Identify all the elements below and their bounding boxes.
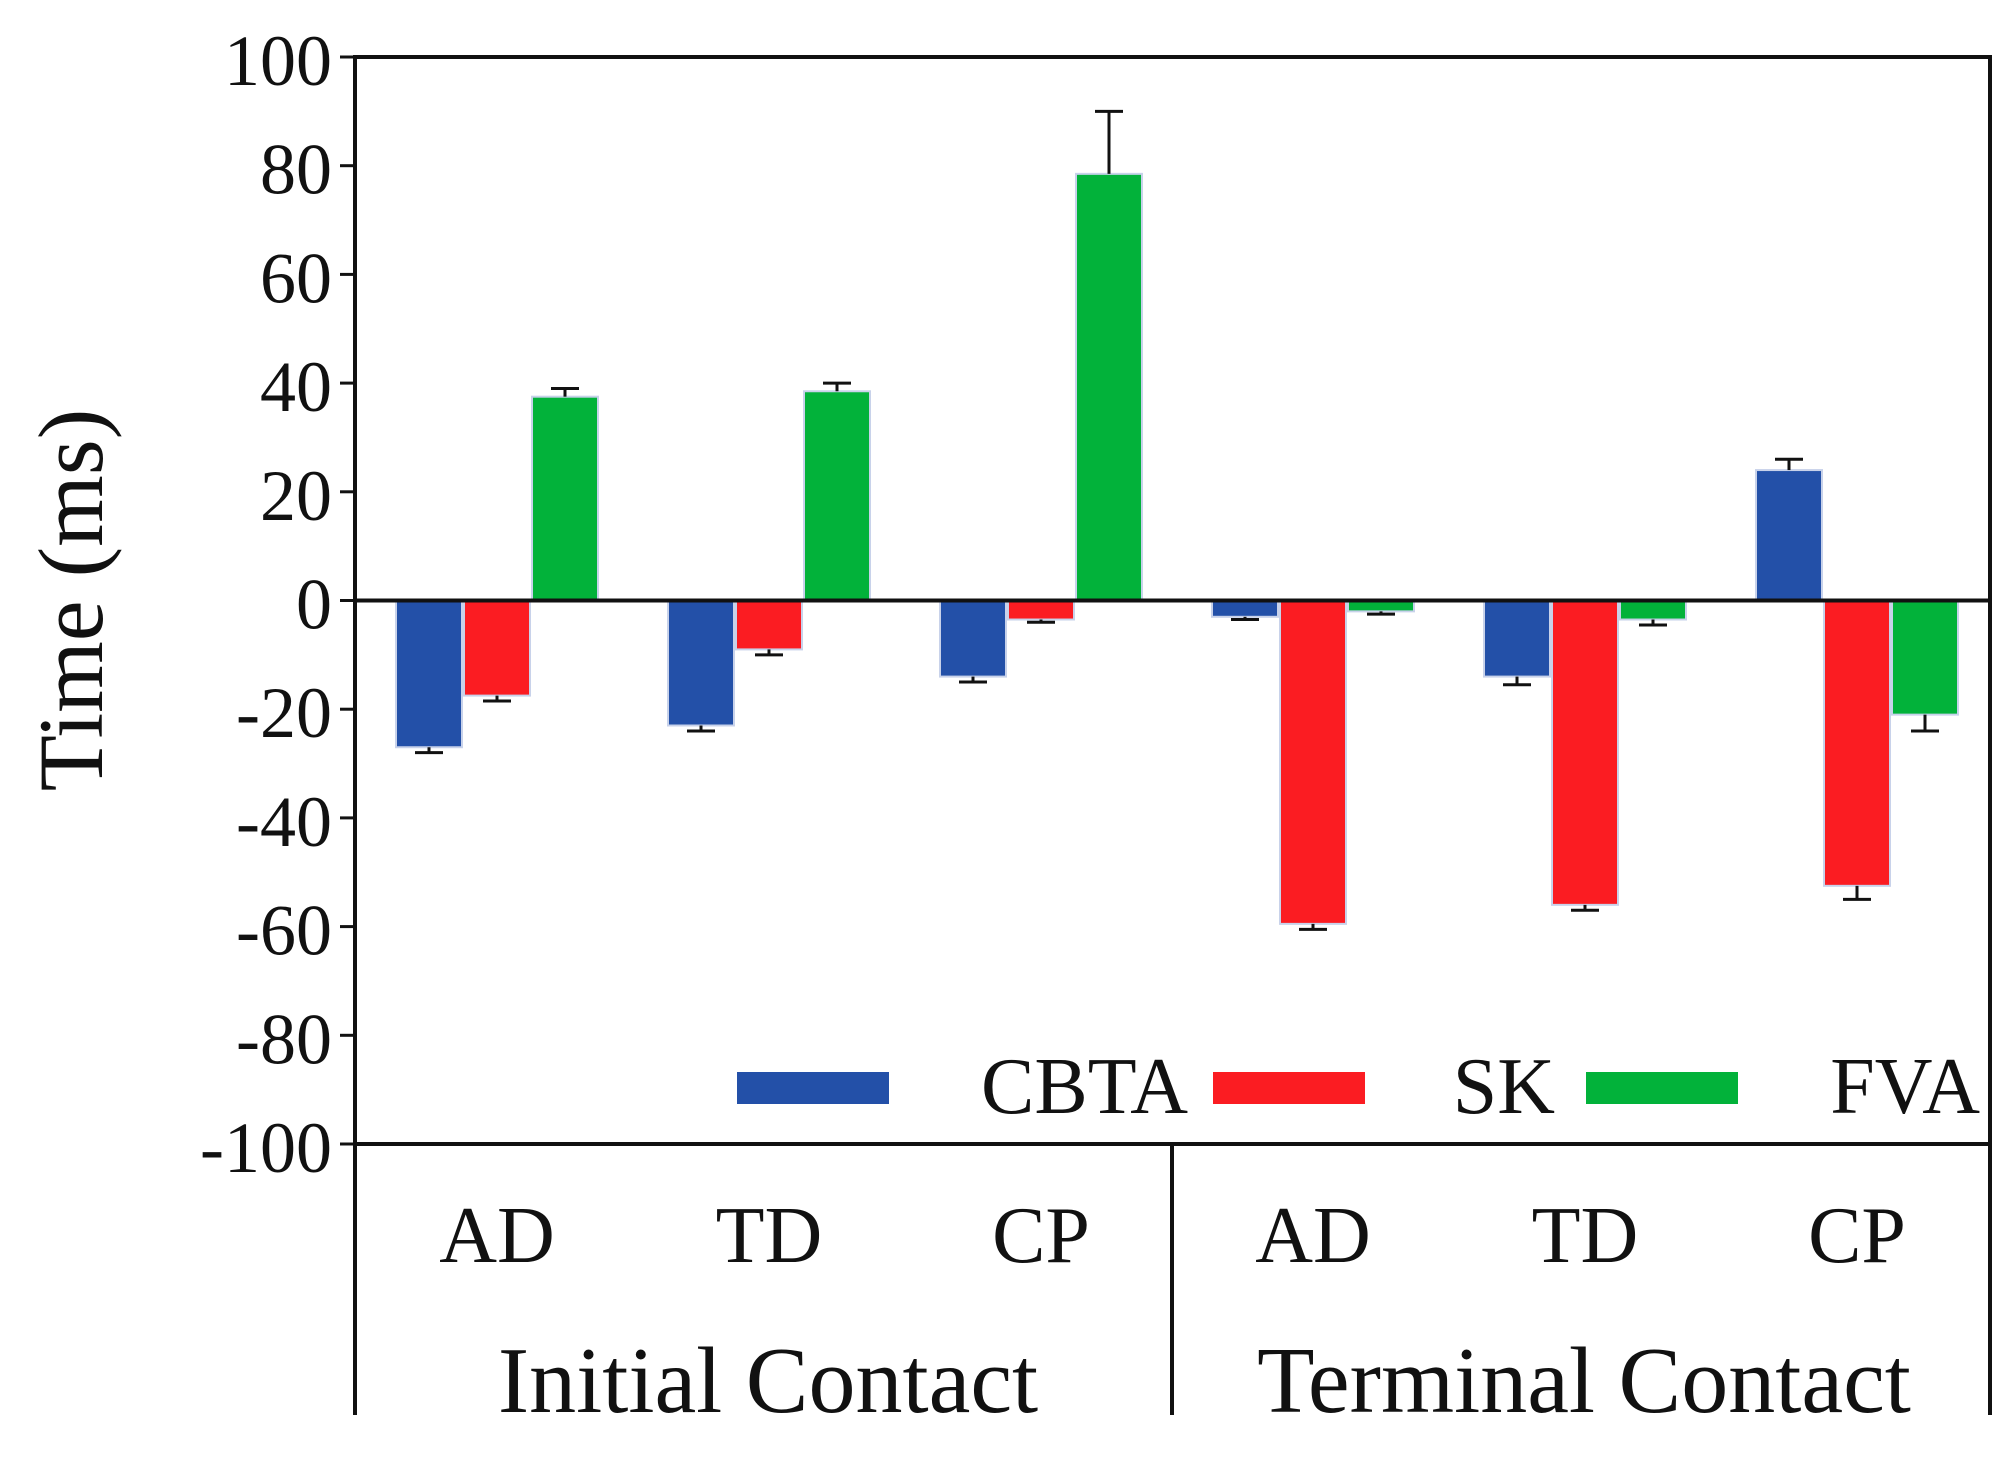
- y-tick-label: -80: [236, 999, 332, 1079]
- y-tick-label: 0: [296, 565, 332, 645]
- bar-cbta-2: [939, 599, 1007, 678]
- legend-swatch-cbta: [737, 1072, 889, 1104]
- bar-sk-1: [735, 599, 803, 651]
- y-tick-label: -20: [236, 673, 332, 753]
- y-tick-label: 60: [260, 238, 332, 318]
- bar-cbta-4: [1483, 599, 1551, 678]
- category-label: CP: [992, 1192, 1090, 1280]
- bar-sk-3: [1279, 599, 1347, 925]
- legend-swatch-fva: [1586, 1072, 1738, 1104]
- y-tick-label: -60: [236, 891, 332, 971]
- bar-sk-4: [1551, 599, 1619, 906]
- group-label: Terminal Contact: [1257, 1329, 1911, 1433]
- bar-cbta-5: [1755, 469, 1823, 602]
- bar-sk-0: [463, 599, 531, 697]
- bar-fva-5: [1891, 599, 1959, 716]
- legend-swatch-sk: [1213, 1072, 1365, 1104]
- bar-sk-5: [1823, 599, 1891, 887]
- category-label: CP: [1808, 1192, 1906, 1280]
- y-tick-label: 80: [260, 130, 332, 210]
- bar-fva-2: [1075, 172, 1143, 602]
- y-tick-label: 40: [260, 347, 332, 427]
- bar-sk-2: [1007, 599, 1075, 621]
- legend-label-sk: SK: [1453, 1043, 1555, 1131]
- y-tick-label: -100: [200, 1108, 332, 1188]
- category-label: TD: [1532, 1192, 1639, 1280]
- bar-fva-0: [531, 395, 599, 602]
- y-tick-label: 20: [260, 456, 332, 536]
- y-tick-label: -40: [236, 782, 332, 862]
- legend-label-cbta: CBTA: [981, 1043, 1188, 1131]
- category-label: TD: [716, 1192, 823, 1280]
- y-tick-label: 100: [224, 21, 332, 101]
- group-label: Initial Contact: [498, 1329, 1038, 1433]
- bar-cbta-1: [667, 599, 735, 727]
- bar-cbta-0: [395, 599, 463, 749]
- bar-fva-4: [1619, 599, 1687, 621]
- category-label: AD: [1255, 1192, 1371, 1280]
- bar-cbta-3: [1211, 599, 1279, 618]
- bar-fva-1: [803, 390, 871, 602]
- category-label: AD: [439, 1192, 555, 1280]
- y-axis-label: Time (ms): [20, 409, 122, 792]
- legend-label-fva: FVA: [1830, 1043, 1980, 1131]
